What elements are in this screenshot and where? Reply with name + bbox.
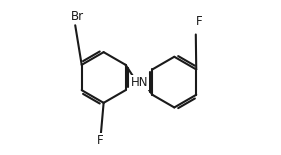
- Text: HN: HN: [131, 76, 148, 89]
- Text: F: F: [97, 134, 104, 147]
- Text: Br: Br: [71, 10, 84, 23]
- Text: F: F: [196, 15, 202, 28]
